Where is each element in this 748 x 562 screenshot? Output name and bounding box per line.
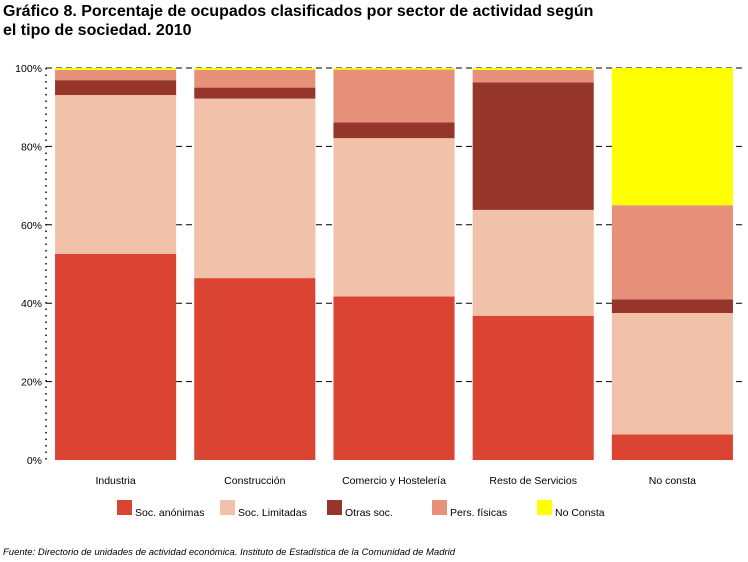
y-tick-label: 80% bbox=[21, 141, 42, 153]
y-axis: 0% 20% 40% 60% 80% 100% bbox=[15, 63, 47, 467]
legend-swatch bbox=[432, 500, 447, 515]
bar-segment bbox=[55, 95, 177, 254]
bar-segment bbox=[333, 138, 455, 297]
bar-segment bbox=[333, 68, 455, 70]
bar-segment bbox=[194, 68, 316, 70]
source-note: Fuente: Directorio de unidades de activi… bbox=[3, 547, 456, 558]
bar-segment bbox=[472, 82, 594, 210]
legend-swatch bbox=[117, 500, 132, 515]
x-axis-labels: Industria Construcción Comercio y Hosteler… bbox=[95, 475, 696, 487]
x-tick-label: No consta bbox=[649, 475, 696, 487]
x-tick-label: Resto de Servicios bbox=[489, 475, 577, 487]
y-tick-label: 20% bbox=[21, 377, 42, 389]
legend-swatch bbox=[327, 500, 342, 515]
bar-segment bbox=[472, 315, 594, 460]
bar-segment bbox=[611, 299, 733, 313]
legend-label: Soc. Limitadas bbox=[238, 507, 307, 519]
bar-segment bbox=[472, 68, 594, 70]
x-tick-label: Comercio y Hostelería bbox=[342, 475, 446, 487]
legend: Soc. anónimas Soc. Limitadas Otras soc. Per… bbox=[117, 500, 605, 519]
legend-label: No Consta bbox=[555, 507, 605, 519]
legend-swatch bbox=[537, 500, 552, 515]
y-tick-label: 0% bbox=[27, 455, 42, 467]
y-tick-label: 100% bbox=[15, 63, 42, 75]
bar-segment bbox=[611, 205, 733, 300]
bar-segment bbox=[194, 98, 316, 279]
bar-segment bbox=[55, 80, 177, 96]
bar-segment bbox=[333, 69, 455, 123]
bar-segment bbox=[333, 296, 455, 460]
bar-segment bbox=[194, 278, 316, 460]
bar-segment bbox=[194, 69, 316, 88]
bar-segment bbox=[472, 209, 594, 316]
bar-segment bbox=[194, 87, 316, 99]
legend-label: Soc. anónimas bbox=[135, 507, 204, 519]
legend-label: Pers. físicas bbox=[450, 507, 507, 519]
y-tick-label: 40% bbox=[21, 298, 42, 310]
bar-segment bbox=[55, 68, 177, 70]
bars bbox=[55, 68, 733, 460]
bar-segment bbox=[472, 69, 594, 83]
bar-segment bbox=[333, 122, 455, 139]
legend-label: Otras soc. bbox=[345, 507, 393, 519]
bar-segment bbox=[55, 253, 177, 460]
chart-title: Gráfico 8. Porcentaje de ocupados clasif… bbox=[3, 3, 594, 39]
bar-segment bbox=[611, 313, 733, 435]
bar-segment bbox=[611, 68, 733, 206]
bar-segment bbox=[611, 434, 733, 460]
y-tick-label: 60% bbox=[21, 220, 42, 232]
x-tick-label: Construcción bbox=[224, 475, 285, 487]
legend-swatch bbox=[220, 500, 235, 515]
x-tick-label: Industria bbox=[95, 475, 135, 487]
bar-segment bbox=[55, 69, 177, 81]
